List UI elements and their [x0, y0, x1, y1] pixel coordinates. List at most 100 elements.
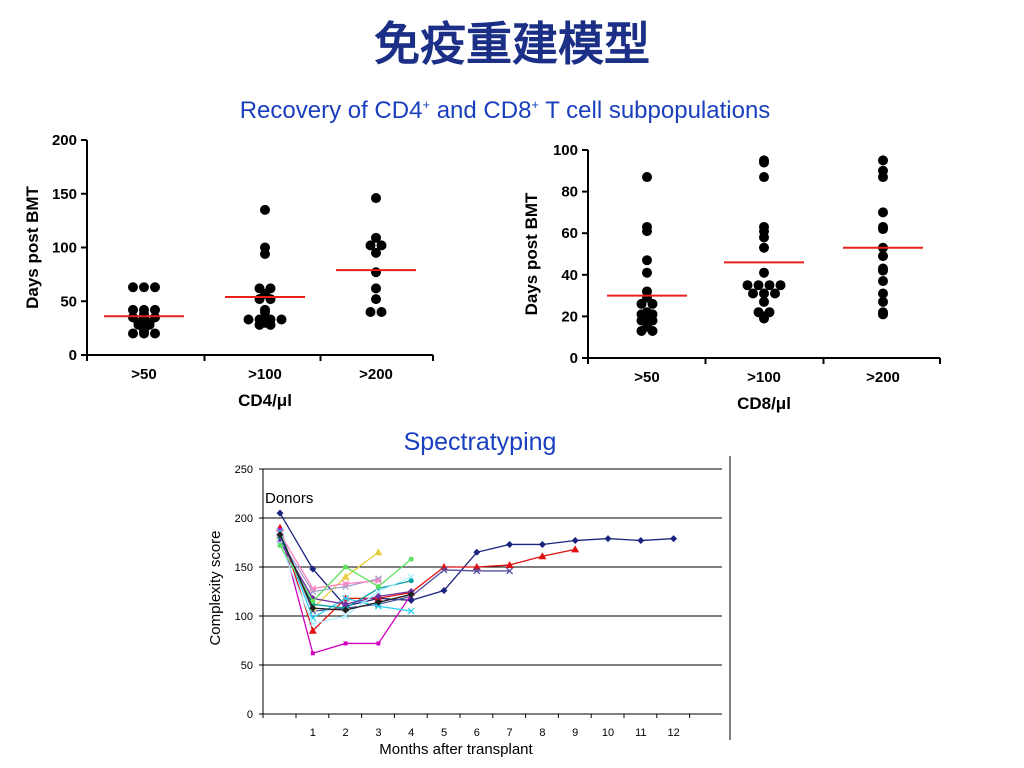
data-point: [150, 328, 160, 339]
series-marker: [309, 588, 317, 595]
subtitle-part-2: and CD8: [430, 97, 532, 124]
y-axis-title: Days post BMT: [522, 192, 541, 315]
y-tick-label: 0: [247, 709, 253, 721]
data-point: [139, 282, 149, 293]
series-marker: [342, 606, 350, 614]
subtitle-part-1: Recovery of CD4: [239, 97, 423, 124]
y-tick-label: 200: [235, 513, 253, 525]
series-marker: [440, 566, 448, 574]
data-point: [759, 267, 769, 278]
data-point: [243, 314, 254, 325]
series-marker: [342, 594, 350, 602]
series-marker: [276, 509, 284, 517]
data-point: [260, 242, 270, 253]
series-marker: [407, 590, 415, 598]
data-point: [753, 307, 764, 318]
data-point: [371, 193, 381, 204]
data-point: [878, 288, 888, 299]
y-tick-label: 100: [553, 142, 578, 159]
data-point: [642, 221, 652, 232]
data-point: [759, 288, 769, 299]
series-marker: [376, 641, 381, 646]
data-point: [753, 280, 764, 291]
data-point: [642, 267, 652, 278]
data-point: [365, 307, 376, 317]
x-tick-label: 4: [408, 727, 414, 739]
data-point: [254, 283, 265, 294]
data-point: [265, 283, 276, 294]
series-marker: [374, 592, 382, 600]
data-point: [642, 307, 652, 318]
series-marker: [506, 540, 514, 548]
series-marker: [538, 540, 546, 548]
series-marker: [374, 577, 382, 585]
y-tick-label: 0: [69, 347, 77, 364]
x-tick-label: >200: [359, 366, 393, 383]
data-point: [878, 165, 888, 176]
data-point: [878, 263, 888, 274]
data-point: [150, 282, 160, 293]
data-point: [878, 207, 888, 218]
series-marker: [342, 580, 350, 588]
series-marker: [374, 598, 382, 606]
series-marker: [308, 626, 317, 634]
series-marker: [310, 651, 315, 656]
data-point: [742, 280, 753, 291]
data-point: [748, 288, 758, 299]
data-point: [128, 312, 138, 323]
y-tick-label: 0: [570, 350, 578, 367]
series-marker: [407, 573, 415, 581]
series-marker: [473, 548, 481, 556]
x-tick-label: 7: [507, 727, 513, 739]
x-tick-label: 2: [343, 727, 349, 739]
y-tick-label: 20: [561, 308, 578, 325]
x-tick-label: >200: [866, 369, 900, 386]
x-tick-label: 10: [602, 727, 614, 739]
x-tick-label: 12: [667, 727, 679, 739]
data-point: [759, 155, 769, 166]
y-tick-label: 250: [235, 464, 253, 476]
data-point: [371, 283, 381, 294]
x-tick-label: >50: [131, 366, 156, 383]
series-marker: [505, 561, 514, 569]
series-marker: [343, 641, 348, 646]
data-point: [759, 242, 769, 253]
x-tick-label: 9: [572, 727, 578, 739]
series-marker: [309, 565, 317, 573]
series-marker: [277, 542, 283, 548]
series-marker: [375, 584, 381, 590]
series-marker: [310, 598, 316, 604]
series-marker: [538, 552, 547, 560]
slide-subtitle: Recovery of CD4+ and CD8+ T cell subpopu…: [0, 97, 1010, 125]
series-line: [279, 533, 379, 590]
series-marker: [408, 556, 414, 562]
y-tick-label: 80: [561, 184, 578, 201]
series-marker: [637, 537, 645, 545]
data-point: [775, 280, 786, 291]
subtitle-superscript-1: +: [422, 97, 431, 112]
data-point: [878, 251, 888, 262]
series-marker: [604, 535, 612, 543]
data-point: [371, 247, 381, 258]
series-marker: [374, 602, 382, 610]
x-tick-label: 5: [441, 727, 447, 739]
data-point: [878, 307, 888, 318]
data-point: [128, 282, 138, 293]
x-tick-label: 1: [310, 727, 316, 739]
series-marker: [343, 564, 349, 570]
x-tick-label: 11: [635, 727, 646, 739]
series-marker: [506, 567, 514, 575]
data-point: [642, 172, 652, 183]
data-point: [365, 240, 376, 251]
y-axis-title: Days post BMT: [23, 185, 42, 308]
x-tick-label: 6: [474, 727, 480, 739]
subtitle-superscript-2: +: [531, 97, 540, 112]
series-line: [279, 512, 674, 607]
series-marker: [342, 612, 350, 620]
y-tick-label: 100: [235, 611, 253, 623]
data-point: [139, 304, 149, 315]
data-point: [150, 312, 160, 323]
x-tick-label: >100: [747, 369, 781, 386]
y-tick-label: 100: [52, 240, 77, 257]
